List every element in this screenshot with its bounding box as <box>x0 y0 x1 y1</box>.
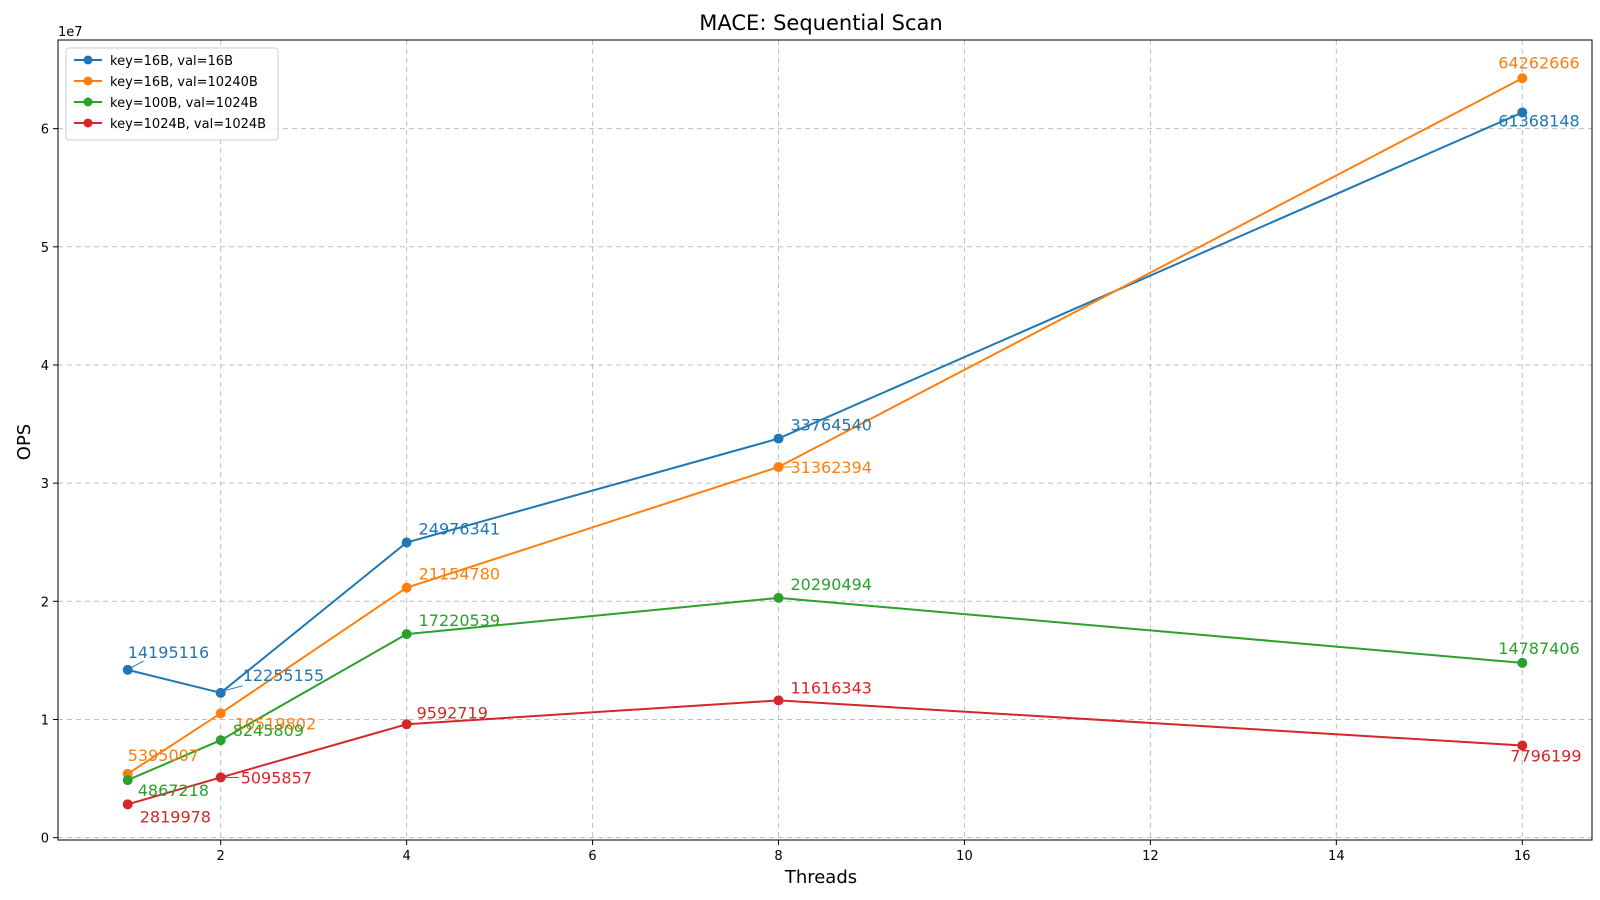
data-label: 17220539 <box>419 611 500 630</box>
chart-title: MACE: Sequential Scan <box>699 11 942 35</box>
x-tick-label: 16 <box>1514 849 1531 864</box>
series-line-4 <box>127 699 1523 806</box>
legend-entry-label: key=16B, val=10240B <box>110 75 258 90</box>
data-point <box>401 629 412 640</box>
data-point <box>215 687 226 698</box>
x-tick-label: 10 <box>956 849 973 864</box>
x-tick-label: 8 <box>774 849 782 864</box>
legend-swatch-marker <box>83 118 93 128</box>
data-point <box>401 537 412 548</box>
data-label: 8245809 <box>233 721 304 740</box>
plot-frame <box>57 39 1593 841</box>
data-point <box>215 708 226 719</box>
data-label: 2819978 <box>140 807 211 826</box>
data-point <box>215 735 226 746</box>
data-label: 4867218 <box>138 781 209 800</box>
data-label: 7796199 <box>1510 747 1581 766</box>
data-label: 10519802 <box>235 714 316 733</box>
y-tick-label: 2 <box>41 595 49 610</box>
data-point <box>773 592 784 603</box>
data-point <box>1517 73 1528 84</box>
data-label: 61368148 <box>1498 111 1579 130</box>
data-label: 11616343 <box>791 678 872 697</box>
data-label: 14787406 <box>1498 639 1579 658</box>
data-point <box>773 433 784 444</box>
data-label: 64262666 <box>1498 53 1579 72</box>
y-tick-label: 1 <box>41 713 49 728</box>
data-point <box>773 462 784 473</box>
x-axis-title: Threads <box>784 867 857 888</box>
data-point <box>401 719 412 730</box>
data-label: 20290494 <box>791 575 872 594</box>
y-axis-title: OPS <box>14 424 35 460</box>
legend-swatch-marker <box>83 55 93 65</box>
data-point <box>1517 657 1528 668</box>
data-label: 21154780 <box>419 565 500 584</box>
x-tick-label: 4 <box>402 849 410 864</box>
data-label: 5395007 <box>128 746 199 765</box>
legend: key=16B, val=16B key=16B, val=10240B key=1… <box>65 47 279 141</box>
x-tick-label: 6 <box>588 849 596 864</box>
y-tick-label: 5 <box>41 241 49 256</box>
legend-box <box>65 47 279 141</box>
x-tick-label: 14 <box>1328 849 1345 864</box>
data-point <box>122 775 133 786</box>
data-labels-layer: 14195116 12255155 24976341 33764540 61368148… <box>128 53 1582 826</box>
data-point <box>122 664 133 675</box>
y-tick-label: 0 <box>41 832 49 847</box>
label-connector <box>130 660 144 669</box>
y-tick-label: 4 <box>41 359 49 374</box>
series-layer <box>122 73 1528 810</box>
legend-swatch-marker <box>83 76 93 86</box>
data-label: 31362394 <box>791 458 872 477</box>
y-tick-label: 3 <box>41 477 49 492</box>
label-connector <box>223 685 243 692</box>
data-label: 5095857 <box>241 768 312 787</box>
legend-swatch-marker <box>83 97 93 107</box>
data-point <box>401 582 412 593</box>
data-point <box>1517 740 1528 751</box>
data-point <box>122 799 133 810</box>
data-point <box>773 695 784 706</box>
data-label: 33764540 <box>791 416 872 435</box>
data-label: 24976341 <box>419 519 500 538</box>
legend-entry-label: key=1024B, val=1024B <box>110 117 266 132</box>
series-line-1 <box>127 111 1523 694</box>
y-axis-offset-label: 1e7 <box>58 25 83 40</box>
data-label: 12255155 <box>243 666 324 685</box>
data-point <box>1517 107 1528 118</box>
x-tick-label: 2 <box>217 849 225 864</box>
data-label: 9592719 <box>417 703 488 722</box>
data-point <box>215 772 226 783</box>
legend-entry-label: key=100B, val=1024B <box>110 96 258 111</box>
legend-entry-label: key=16B, val=16B <box>110 54 233 69</box>
data-label: 14195116 <box>128 643 209 662</box>
y-tick-label: 6 <box>41 123 49 138</box>
x-tick-label: 12 <box>1142 849 1159 864</box>
